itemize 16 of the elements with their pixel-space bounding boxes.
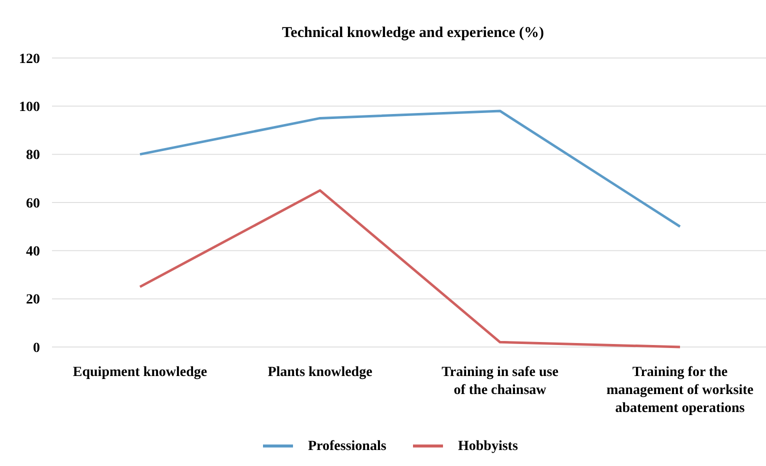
x-tick-label: Training in safe use of the chainsaw bbox=[442, 365, 558, 398]
x-tick-label: Equipment knowledge bbox=[72, 365, 208, 380]
line-series bbox=[138, 110, 682, 228]
y-tick-label: 80 bbox=[26, 148, 40, 164]
y-tick-label: 100 bbox=[19, 100, 40, 116]
legend-label: Hobbyists bbox=[458, 439, 518, 454]
legend-label: Professionals bbox=[308, 439, 387, 454]
y-tick-label: 120 bbox=[19, 52, 40, 67]
y-tick-label: 60 bbox=[26, 196, 40, 212]
y-tick-label: 20 bbox=[26, 292, 40, 308]
x-tick-label: Plants knowledge bbox=[268, 365, 372, 380]
chart-title: Technical knowledge and experience (%) bbox=[282, 25, 544, 41]
x-tick-label: Training for the management of worksite abatement operations bbox=[606, 365, 754, 416]
y-tick-label: 40 bbox=[26, 244, 40, 260]
line-series bbox=[138, 189, 682, 348]
y-tick-label: 0 bbox=[33, 340, 40, 356]
